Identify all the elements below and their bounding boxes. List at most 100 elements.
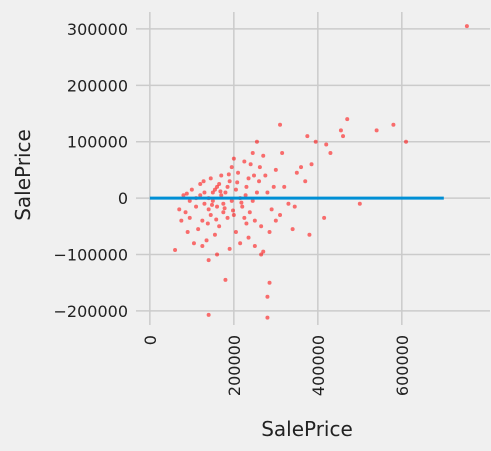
point xyxy=(187,215,192,220)
point xyxy=(307,232,312,237)
x-tick-label: 400000 xyxy=(309,335,328,396)
point xyxy=(322,215,327,220)
point xyxy=(278,213,283,218)
point xyxy=(238,241,243,246)
point xyxy=(271,184,276,189)
point xyxy=(206,312,211,317)
point xyxy=(242,215,247,220)
point xyxy=(173,247,178,252)
point xyxy=(210,190,215,195)
point xyxy=(404,139,409,144)
point xyxy=(200,244,205,249)
x-tick-label: 600000 xyxy=(393,335,412,396)
point xyxy=(286,201,291,206)
point xyxy=(299,165,304,170)
point xyxy=(261,249,266,254)
point xyxy=(263,173,268,178)
point xyxy=(185,229,190,234)
point xyxy=(181,193,186,198)
point xyxy=(243,193,248,198)
point xyxy=(233,187,238,192)
point xyxy=(250,150,255,155)
point xyxy=(305,134,310,139)
point xyxy=(345,117,350,122)
point xyxy=(341,134,346,139)
point xyxy=(222,206,227,211)
point xyxy=(210,202,215,207)
point xyxy=(212,187,217,192)
point xyxy=(246,176,251,181)
point xyxy=(303,179,308,184)
point xyxy=(282,184,287,189)
y-tick-label: 100000 xyxy=(67,133,128,152)
point xyxy=(187,198,192,203)
point xyxy=(252,244,257,249)
y-tick-label: 200000 xyxy=(67,76,128,95)
point xyxy=(221,201,226,206)
point xyxy=(273,218,278,223)
point xyxy=(231,208,236,213)
point xyxy=(214,217,219,222)
point xyxy=(189,187,194,192)
point xyxy=(242,159,247,164)
point xyxy=(273,167,278,172)
point xyxy=(206,258,211,263)
point xyxy=(240,204,245,209)
point xyxy=(259,252,264,257)
point xyxy=(179,218,184,223)
point xyxy=(309,162,314,167)
point xyxy=(219,193,224,198)
point xyxy=(223,190,228,195)
point xyxy=(191,241,196,246)
point xyxy=(227,179,232,184)
point xyxy=(464,24,469,29)
point xyxy=(201,179,206,184)
x-tick-label: 200000 xyxy=(225,335,244,396)
y-tick-label: −100000 xyxy=(54,246,128,265)
point xyxy=(246,235,251,240)
point xyxy=(221,210,226,215)
point xyxy=(215,184,220,189)
point xyxy=(194,204,199,209)
point xyxy=(261,153,266,158)
point xyxy=(217,182,222,187)
point xyxy=(204,238,209,243)
point xyxy=(231,156,236,161)
point xyxy=(250,198,255,203)
point xyxy=(219,173,224,178)
point xyxy=(183,210,188,215)
point xyxy=(265,190,270,195)
x-axis-label: SalePrice xyxy=(261,417,353,441)
point xyxy=(233,229,238,234)
point xyxy=(338,128,343,133)
point xyxy=(313,139,318,144)
y-tick-label: 300000 xyxy=(67,20,128,39)
point xyxy=(208,213,213,218)
point xyxy=(198,193,203,198)
point xyxy=(231,213,236,218)
point xyxy=(223,277,228,282)
point xyxy=(229,165,234,170)
point xyxy=(206,207,211,212)
point xyxy=(252,173,256,178)
point xyxy=(184,191,189,196)
point xyxy=(215,252,220,257)
point xyxy=(239,200,244,205)
point xyxy=(324,142,329,147)
point xyxy=(248,162,253,167)
point xyxy=(205,221,210,226)
y-tick-label: −200000 xyxy=(54,302,128,321)
point xyxy=(177,207,182,212)
point xyxy=(257,179,262,184)
point xyxy=(278,122,283,127)
point xyxy=(217,224,222,229)
point xyxy=(267,229,272,234)
point xyxy=(254,190,259,195)
point xyxy=(212,232,217,237)
y-tick-label: 0 xyxy=(118,189,128,208)
point xyxy=(290,227,295,232)
point xyxy=(202,201,207,206)
point xyxy=(374,128,379,133)
point xyxy=(247,210,252,215)
